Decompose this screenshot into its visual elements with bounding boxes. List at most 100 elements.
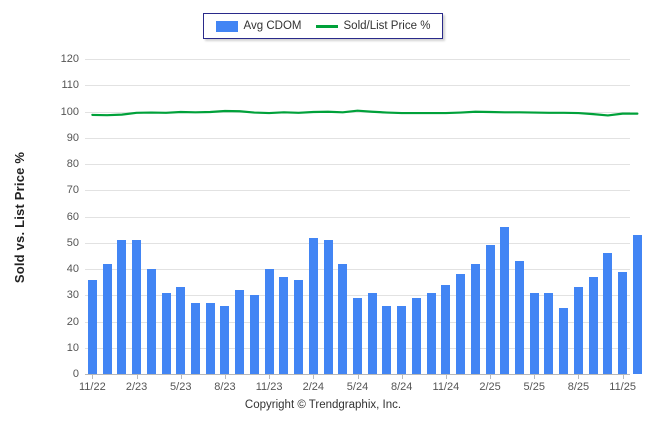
gridline [85,59,630,60]
gridline [85,269,630,270]
x-axis-tick-label: 2/24 [302,381,325,393]
bar[interactable] [500,227,510,374]
plot-area [85,59,642,375]
gridline [85,85,630,87]
y-axis-tick-label: 30 [66,289,79,302]
legend-label-avg-cdom: Avg CDOM [243,20,302,32]
x-axis-tick-label: 8/23 [214,381,236,393]
bar[interactable] [441,284,451,374]
bar[interactable] [102,263,112,374]
x-axis-tick-label: 5/24 [346,381,369,393]
y-axis-tick-label: 110 [61,79,79,92]
x-axis-tick [490,374,492,379]
gridline [85,111,630,113]
gridline [85,190,630,192]
bar[interactable] [338,263,348,374]
bar[interactable] [618,271,628,374]
y-axis-tick-label: 20 [66,315,79,328]
gridline [85,242,630,244]
bar[interactable] [397,305,407,374]
bar[interactable] [588,276,598,374]
bar[interactable] [367,292,377,374]
bar[interactable] [117,240,127,374]
bar[interactable] [235,290,245,374]
y-axis-title-text: Sold vs. List Price % [12,151,28,283]
bar-swatch-icon [215,20,238,32]
x-axis-tick [445,374,447,379]
bar[interactable] [220,305,230,374]
bar[interactable] [308,237,318,374]
bar[interactable] [573,287,583,374]
bar[interactable] [146,269,156,374]
x-axis-tick [401,374,403,379]
gridline [85,137,630,139]
bar[interactable] [603,253,613,374]
y-axis-tick-label: 80 [66,158,79,170]
x-axis-tick [357,374,359,379]
bar[interactable] [529,292,539,374]
x-axis-tick [622,374,624,379]
bar[interactable] [249,295,259,374]
y-axis-tick-label: 40 [66,263,79,275]
bar[interactable] [411,297,421,374]
x-axis-tick-label: 8/25 [567,381,590,393]
x-axis-tick [180,374,182,379]
bar[interactable] [176,287,186,374]
x-axis-tick-label: 11/22 [79,381,106,393]
y-axis-tick-label: 60 [66,210,79,223]
bar[interactable] [470,263,480,374]
chart-legend: Avg CDOM Sold/List Price % [203,13,443,39]
bar[interactable] [382,305,392,374]
bar[interactable] [323,240,333,374]
bar[interactable] [426,292,436,374]
x-axis-tick [92,374,94,379]
bar[interactable] [132,240,142,374]
x-axis-tick-label: 11/25 [609,381,636,393]
x-axis-tick-label: 8/24 [390,381,413,393]
y-axis-tick-label: 100 [60,105,79,118]
line-path [91,109,639,117]
bar[interactable] [294,279,304,374]
x-axis-tick-label: 5/23 [170,381,192,393]
y-axis-tick-label: 50 [66,236,79,249]
bar[interactable] [515,261,525,374]
x-axis-tick-label: 2/25 [479,381,501,393]
y-axis-tick-label: 0 [72,368,79,380]
y-axis-tick-label: 120 [60,53,79,65]
x-axis-tick [136,374,138,379]
bar[interactable] [353,297,362,374]
gridline [85,216,630,218]
gridline [85,164,630,165]
line-swatch-icon [315,24,338,28]
gridline [85,295,630,297]
bar[interactable] [632,234,642,374]
legend-item-avg-cdom: Avg CDOM [215,20,302,32]
bar[interactable] [87,279,97,374]
y-axis-tick-label: 70 [66,184,79,197]
bar[interactable] [161,292,171,374]
x-axis-tick-label: 5/25 [523,381,545,393]
bar[interactable] [279,276,289,374]
y-axis-title: Sold vs. List Price % [6,0,34,434]
line-series-sold-list-price [91,109,639,117]
bar[interactable] [264,269,274,374]
x-axis-tick [224,374,226,379]
x-axis-tick [534,374,536,379]
x-axis-tick-label: 2/23 [125,381,148,393]
bar[interactable] [205,303,215,374]
x-axis-tick [269,374,271,379]
y-axis-tick-label: 90 [66,131,79,144]
legend-item-sold-list-price: Sold/List Price % [315,20,430,32]
x-axis-tick-label: 11/23 [255,381,283,393]
bar[interactable] [456,274,466,374]
copyright-notice: Copyright © Trendgraphix, Inc. [244,399,402,411]
y-axis-tick-label: 10 [66,341,79,354]
x-axis-tick-label: 11/24 [432,381,460,393]
bar[interactable] [190,303,200,374]
bar[interactable] [559,308,569,374]
x-axis-tick [578,374,580,379]
x-axis-tick [313,374,315,379]
bar[interactable] [485,245,495,374]
bar[interactable] [544,292,554,374]
